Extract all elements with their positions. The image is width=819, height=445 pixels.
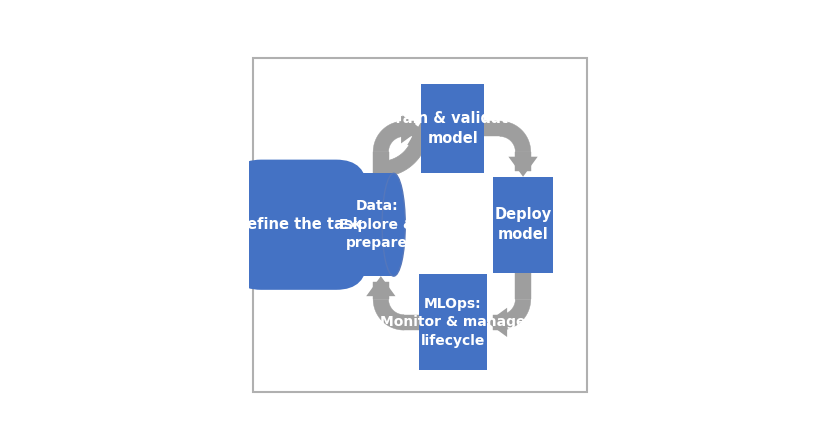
Polygon shape: [407, 122, 434, 145]
Polygon shape: [373, 152, 388, 173]
Text: Deploy
model: Deploy model: [494, 207, 551, 242]
Polygon shape: [373, 121, 404, 152]
Polygon shape: [337, 219, 349, 230]
Text: Data:
Explore &
prepare: Data: Explore & prepare: [338, 199, 414, 250]
Polygon shape: [404, 121, 414, 137]
Polygon shape: [514, 273, 530, 299]
Polygon shape: [373, 282, 388, 299]
Polygon shape: [492, 315, 500, 330]
FancyBboxPatch shape: [418, 275, 486, 370]
Polygon shape: [508, 157, 537, 177]
Ellipse shape: [382, 173, 405, 276]
FancyBboxPatch shape: [492, 177, 552, 273]
Polygon shape: [380, 129, 428, 177]
Polygon shape: [514, 152, 530, 171]
Polygon shape: [500, 299, 530, 330]
Text: Define the task: Define the task: [234, 217, 362, 232]
Polygon shape: [339, 214, 353, 235]
Polygon shape: [373, 299, 404, 330]
Polygon shape: [500, 121, 530, 152]
Polygon shape: [400, 114, 421, 143]
Polygon shape: [486, 308, 506, 337]
Polygon shape: [484, 121, 500, 137]
Text: MLOps:
Monitor & manage
lifecycle: MLOps: Monitor & manage lifecycle: [379, 297, 525, 348]
Polygon shape: [404, 315, 418, 330]
FancyBboxPatch shape: [355, 173, 393, 276]
FancyBboxPatch shape: [230, 160, 367, 290]
Polygon shape: [366, 276, 395, 296]
Text: Train & validate
model: Train & validate model: [387, 111, 518, 146]
FancyBboxPatch shape: [421, 84, 484, 173]
